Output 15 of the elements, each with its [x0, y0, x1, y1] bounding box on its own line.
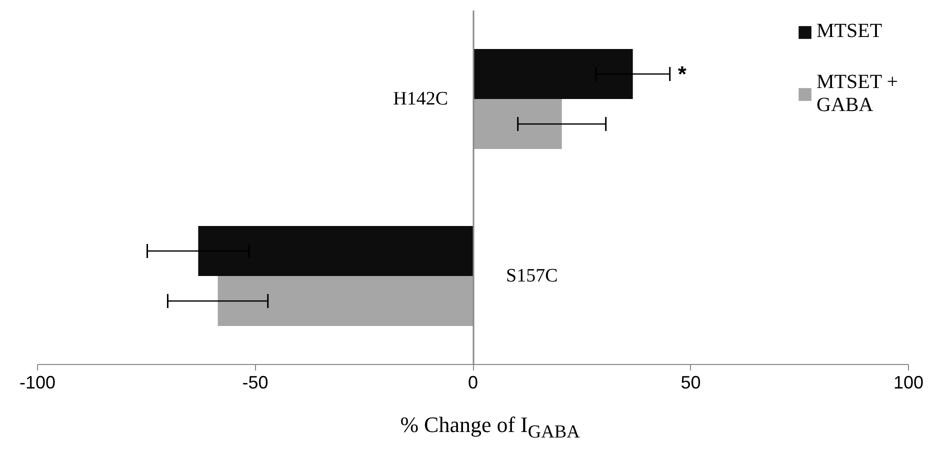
x-tick-label: 100	[893, 372, 924, 392]
x-axis-title: % Change of I$_{GABA}$	[400, 411, 580, 444]
x-tick-label: 50	[680, 372, 701, 392]
bar	[473, 48, 633, 99]
x-tick-label: -50	[242, 372, 268, 392]
x-tick-label: 0	[468, 372, 478, 392]
bar	[198, 226, 473, 276]
y-tick-label: H142C	[393, 88, 448, 110]
annotation: *	[678, 62, 687, 86]
legend-label: MTSET + GABA	[816, 71, 898, 117]
bar	[218, 276, 473, 326]
y-tick-label: S157C	[506, 266, 558, 286]
x-tick-label: -100	[19, 372, 56, 392]
legend-label: MTSET	[816, 20, 882, 43]
bar	[473, 99, 562, 150]
